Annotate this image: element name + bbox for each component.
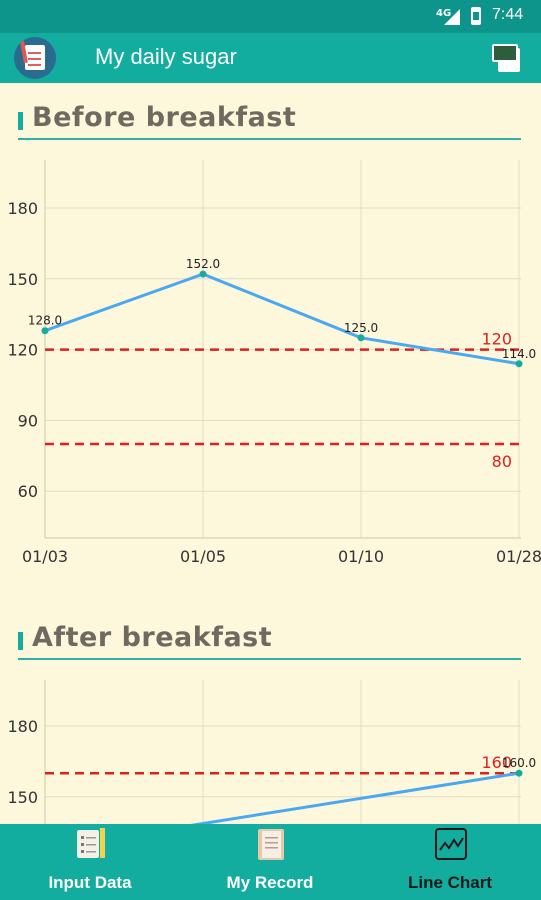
- data-label: 114.0: [502, 347, 536, 361]
- line-chart-icon: [435, 828, 467, 860]
- nav-label: Input Data: [48, 873, 132, 892]
- y-tick-label: 120: [7, 341, 38, 360]
- signal-icon: [444, 9, 460, 25]
- y-tick-label: 180: [7, 199, 38, 218]
- data-label: 125.0: [344, 321, 378, 335]
- nav-my-record[interactable]: My Record: [180, 824, 360, 900]
- status-time: 7:44: [492, 6, 524, 23]
- data-label: 128.0: [28, 314, 62, 328]
- y-tick-label: 180: [7, 717, 38, 736]
- section-title-text: Before breakfast: [32, 102, 297, 133]
- data-point: [41, 327, 49, 335]
- export-excel-icon[interactable]: [492, 42, 522, 74]
- app-title: My daily sugar: [95, 44, 237, 69]
- app-bar: My daily sugar: [0, 33, 541, 83]
- y-tick-label: 150: [7, 270, 38, 289]
- series-line: [44, 272, 520, 366]
- series-line: [174, 771, 520, 830]
- data-point: [357, 334, 365, 342]
- section-title-before-breakfast: Before breakfast: [18, 102, 521, 140]
- limit-label: 80: [492, 452, 512, 471]
- input-data-icon: [77, 828, 105, 858]
- x-tick-label: 01/10: [338, 547, 384, 566]
- data-label: 160.0: [502, 756, 536, 770]
- section-marker: [18, 112, 23, 130]
- limit-label: 120: [481, 330, 512, 349]
- network-type: 4G: [436, 8, 452, 19]
- nav-line-chart[interactable]: Line Chart: [360, 824, 540, 900]
- notebook-icon: [14, 37, 56, 79]
- x-tick-label: 01/28: [496, 547, 541, 566]
- limit-label: 160: [481, 753, 512, 772]
- nav-label: Line Chart: [407, 873, 493, 892]
- data-point: [199, 270, 207, 278]
- x-tick-label: 01/03: [22, 547, 68, 566]
- data-point: [515, 769, 523, 777]
- battery-icon: [471, 7, 481, 25]
- y-tick-label: 150: [7, 788, 38, 807]
- section-marker: [18, 632, 23, 650]
- data-label: 152.0: [186, 257, 220, 271]
- section-title-text: After breakfast: [32, 622, 273, 653]
- x-tick-label: 01/05: [180, 547, 226, 566]
- status-bar: 4G 7:44: [0, 0, 541, 33]
- nav-label: My Record: [226, 873, 314, 892]
- nav-input-data[interactable]: Input Data: [0, 824, 180, 900]
- bottom-nav: Input Data My Record Line Chart: [0, 824, 541, 900]
- y-tick-label: 90: [18, 411, 38, 430]
- before-breakfast-chart: 60 90 120 150 180 120 80 128.0 152.0 125.0 114.0 01…: [7, 160, 541, 566]
- y-tick-label: 60: [18, 482, 38, 501]
- section-title-after-breakfast: After breakfast: [18, 622, 521, 660]
- data-point: [515, 360, 523, 368]
- record-book-icon: [258, 829, 284, 860]
